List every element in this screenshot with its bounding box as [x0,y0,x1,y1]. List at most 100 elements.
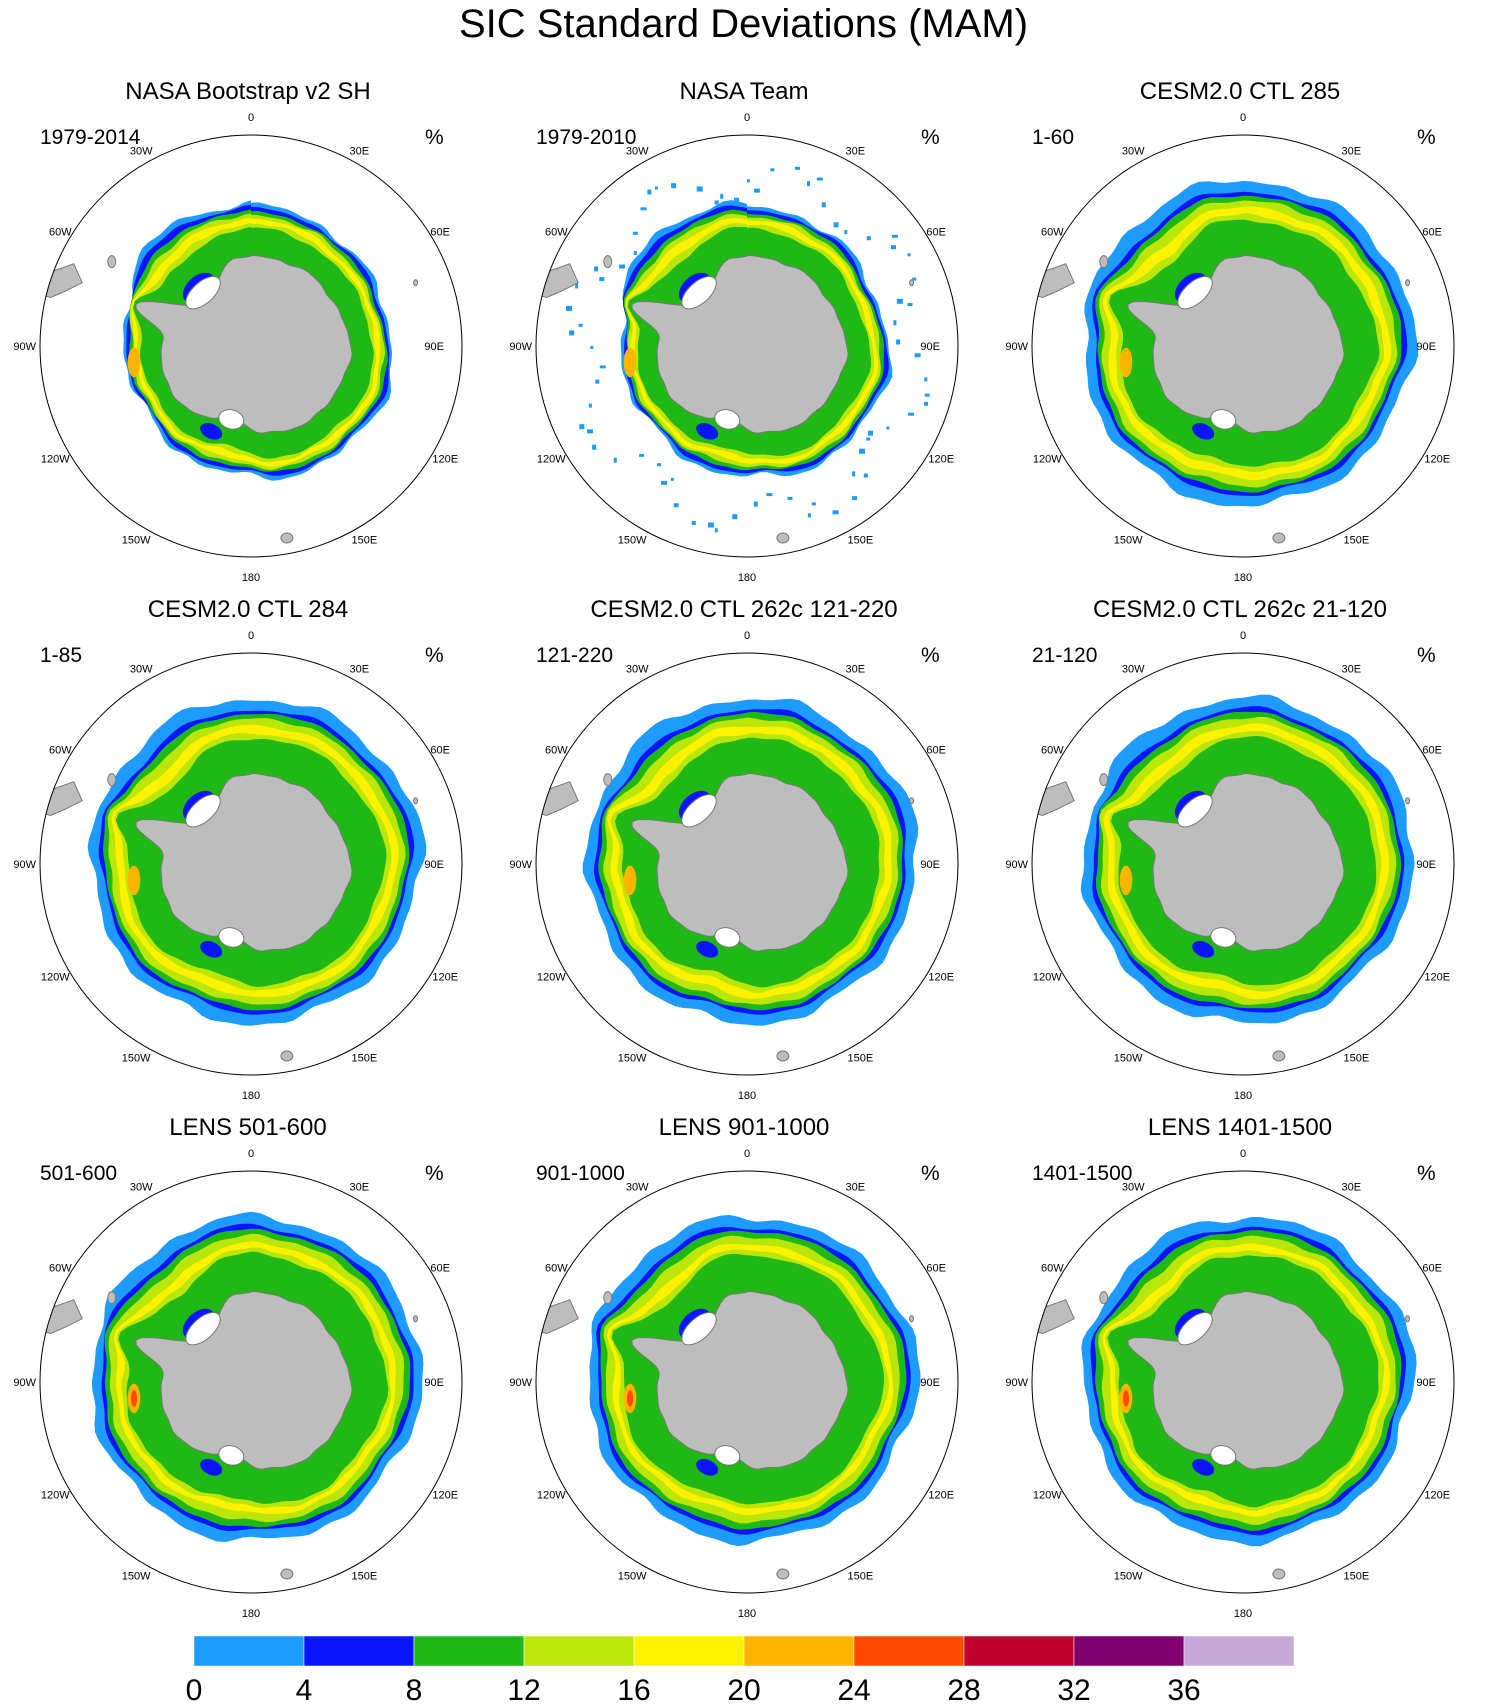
longitude-label: 120W [537,972,566,984]
longitude-label: 30E [1342,146,1362,158]
longitude-label: 30W [626,664,649,676]
longitude-label: 120E [1424,1490,1450,1502]
longitude-label: 30E [350,1182,370,1194]
longitude-label: 0 [744,1148,750,1160]
longitude-label: 150E [848,1570,874,1582]
longitude-label: 30E [1342,1182,1362,1194]
longitude-label: 90W [1005,859,1028,871]
colorbar-tick-label: 12 [507,1674,540,1705]
colorbar-tick-label: 4 [296,1674,313,1705]
longitude-label: 30W [626,146,649,158]
longitude-label: 150E [848,1052,874,1064]
colorbar-swatch [743,1635,855,1667]
longitude-label: 120E [432,1490,458,1502]
longitude-label: 30W [130,146,153,158]
colorbar-swatch [413,1635,525,1667]
longitude-label: 90W [509,341,532,353]
longitude-label: 60W [1041,745,1064,757]
longitude-label: 150E [1344,1052,1370,1064]
polar-map: 0 30E 60E 90E 120E 150E 180 150W 120W 90W 60W 30W [509,630,959,1102]
colorbar-tick-label: 0 [186,1674,203,1705]
longitude-label: 150W [618,1052,647,1064]
longitude-label: 60E [430,1263,450,1275]
longitude-label: 180 [1234,1090,1252,1102]
longitude-label: 90E [1416,341,1436,353]
longitude-label: 120W [537,454,566,466]
longitude-label: 120E [432,454,458,466]
south-america-tip [536,1299,579,1334]
south-america-tip [1032,1299,1075,1334]
longitude-label: 150W [122,1570,151,1582]
longitude-label: 0 [1240,1148,1246,1160]
longitude-label: 150E [352,1570,378,1582]
longitude-label: 60E [1422,227,1442,239]
longitude-label: 90E [920,1377,940,1389]
longitude-label: 90E [920,341,940,353]
longitude-label: 0 [248,630,254,642]
longitude-label: 90W [509,859,532,871]
longitude-label: 30W [1122,1182,1145,1194]
panel-title: NASA Bootstrap v2 SH [125,78,371,105]
south-america-tip [1032,263,1075,298]
map-panel: CESM2.0 CTL 262c 121-220 121-220% 0 30E 60E 9… [496,596,992,1116]
longitude-label: 0 [1240,630,1246,642]
panel-unit: % [425,1162,444,1185]
figure-title: SIC Standard Deviations (MAM) [458,2,1029,46]
longitude-label: 180 [738,1608,756,1620]
longitude-label: 120E [928,454,954,466]
longitude-label: 90W [1005,1377,1028,1389]
map-panel: CESM2.0 CTL 262c 21-120 21-120% 0 30E 60E 90E… [992,596,1487,1116]
longitude-label: 30E [350,146,370,158]
longitude-label: 60E [926,227,946,239]
colorbar-tick-label: 16 [617,1674,650,1705]
map-panel: NASA Team 1979-2010% 0 30E 60E 90E 120E 150E 180… [496,78,992,598]
longitude-label: 150W [618,1570,647,1582]
antarctica-landmass [631,254,849,434]
panel-title: CESM2.0 CTL 285 [1139,78,1341,105]
colorbar-swatch [1073,1635,1185,1667]
longitude-label: 90E [424,341,444,353]
map-panel: CESM2.0 CTL 284 1-85% 0 30E 60E 90E 120E 150E 18… [0,596,496,1116]
south-america-tip [40,1299,83,1334]
longitude-label: 0 [1240,112,1246,124]
antarctica-landmass [135,772,353,952]
longitude-label: 150W [1114,534,1143,546]
panel-unit: % [425,126,444,149]
panel-title: CESM2.0 CTL 262c 121-220 [590,596,898,623]
longitude-label: 120E [432,972,458,984]
panel-unit: % [1417,644,1436,667]
longitude-label: 180 [242,572,260,584]
panel-title: LENS 501-600 [169,1114,327,1141]
longitude-label: 120W [537,1490,566,1502]
panel-period: 1401-1500 [1032,1162,1133,1185]
south-america-tip [536,781,579,816]
longitude-label: 30E [1342,664,1362,676]
longitude-label: 30E [846,146,866,158]
panel-unit: % [1417,1162,1436,1185]
longitude-label: 30W [1122,146,1145,158]
longitude-label: 60E [926,1263,946,1275]
longitude-label: 180 [242,1608,260,1620]
longitude-label: 120W [41,972,70,984]
colorbar-tick-label: 20 [727,1674,760,1705]
longitude-label: 0 [744,112,750,124]
map-panel: CESM2.0 CTL 285 1-60% 0 30E 60E 90E 120E 150E 18… [992,78,1487,598]
longitude-label: 180 [1234,1608,1252,1620]
longitude-label: 150W [122,534,151,546]
longitude-label: 150W [618,534,647,546]
longitude-label: 30E [350,664,370,676]
longitude-label: 150W [122,1052,151,1064]
longitude-label: 120W [41,454,70,466]
panel-period: 1-60 [1032,126,1075,149]
south-america-tip [536,263,579,298]
longitude-label: 0 [248,112,254,124]
south-america-tip [1032,781,1075,816]
longitude-label: 30W [626,1182,649,1194]
antarctica-landmass [135,1290,353,1470]
polar-map: 0 30E 60E 90E 120E 150E 180 150W 120W 90W 60W 30W [1005,630,1455,1102]
colorbar-swatch [193,1635,305,1667]
longitude-label: 120E [1424,454,1450,466]
colorbar-swatch [633,1635,745,1667]
antarctica-landmass [631,772,849,952]
longitude-label: 60E [430,227,450,239]
